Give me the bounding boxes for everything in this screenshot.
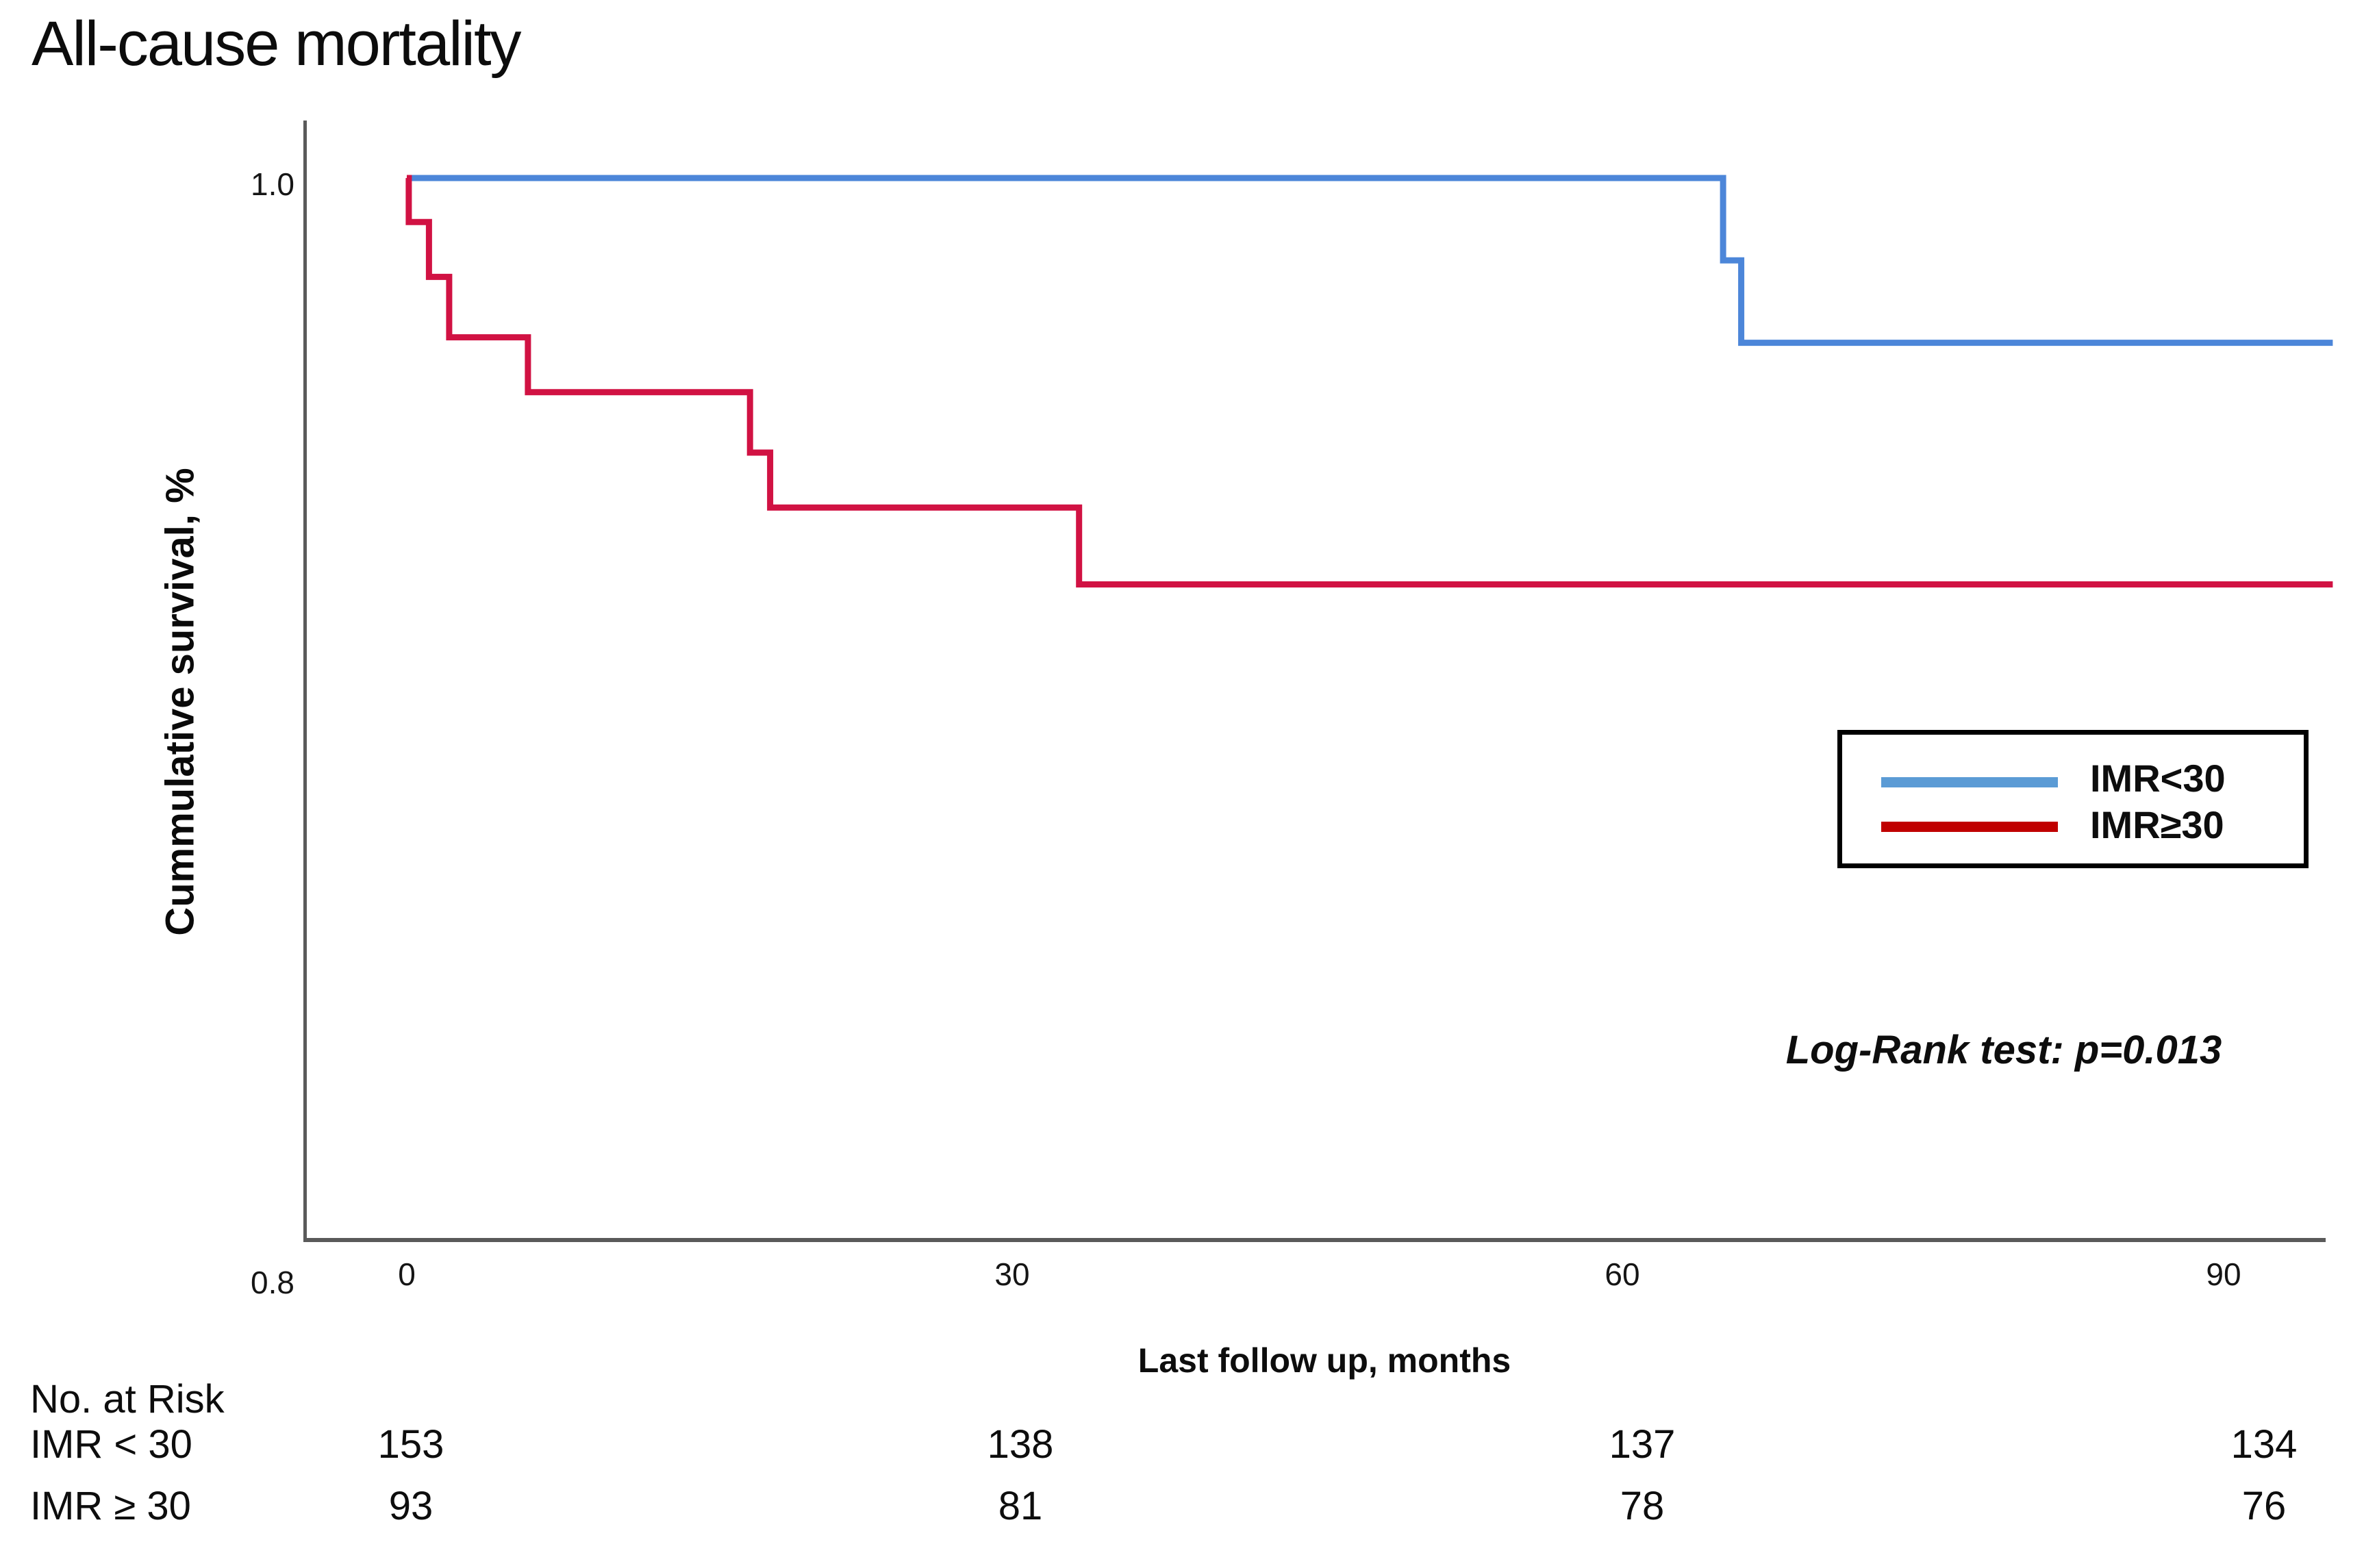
x-tick-60: 60	[1605, 1256, 1640, 1292]
x-tick-30: 30	[994, 1256, 1030, 1292]
legend-line-imr-lt-30	[1881, 777, 2058, 787]
risk-value: 138	[987, 1422, 1054, 1467]
legend-line-imr-ge-30	[1881, 822, 2058, 832]
chart-title: All-cause mortality	[32, 9, 522, 79]
logrank-p-value-annotation: Log-Rank test: p=0.013	[1785, 1028, 2222, 1072]
x-axis-line	[303, 1238, 2326, 1242]
x-axis-label: Last follow up, months	[1137, 1341, 1511, 1380]
risk-value: 81	[998, 1484, 1043, 1528]
risk-row-label-imr-ge-30: IMR ≥ 30	[30, 1484, 191, 1528]
risk-value: 134	[2230, 1422, 2298, 1467]
y-tick-0.8: 0.8	[251, 1265, 294, 1300]
risk-value: 153	[377, 1422, 444, 1467]
y-axis-line	[303, 121, 307, 1241]
x-tick-0: 0	[398, 1256, 416, 1292]
legend-box	[1837, 730, 2309, 868]
curve-imr-lt-30	[407, 175, 2333, 346]
risk-table-title: No. at Risk	[30, 1377, 225, 1421]
risk-value: 78	[1620, 1484, 1665, 1528]
y-tick-1.0: 1.0	[251, 166, 294, 202]
risk-value: 137	[1609, 1422, 1676, 1467]
risk-value: 76	[2241, 1484, 2287, 1528]
x-tick-90: 90	[2206, 1256, 2241, 1292]
curve-imr-ge-30	[405, 175, 2333, 587]
risk-value: 93	[388, 1484, 433, 1528]
legend-label-imr-lt-30: IMR<30	[2090, 757, 2226, 800]
risk-row-label-imr-lt-30: IMR < 30	[30, 1422, 192, 1467]
legend-label-imr-ge-30: IMR≥30	[2090, 803, 2224, 846]
